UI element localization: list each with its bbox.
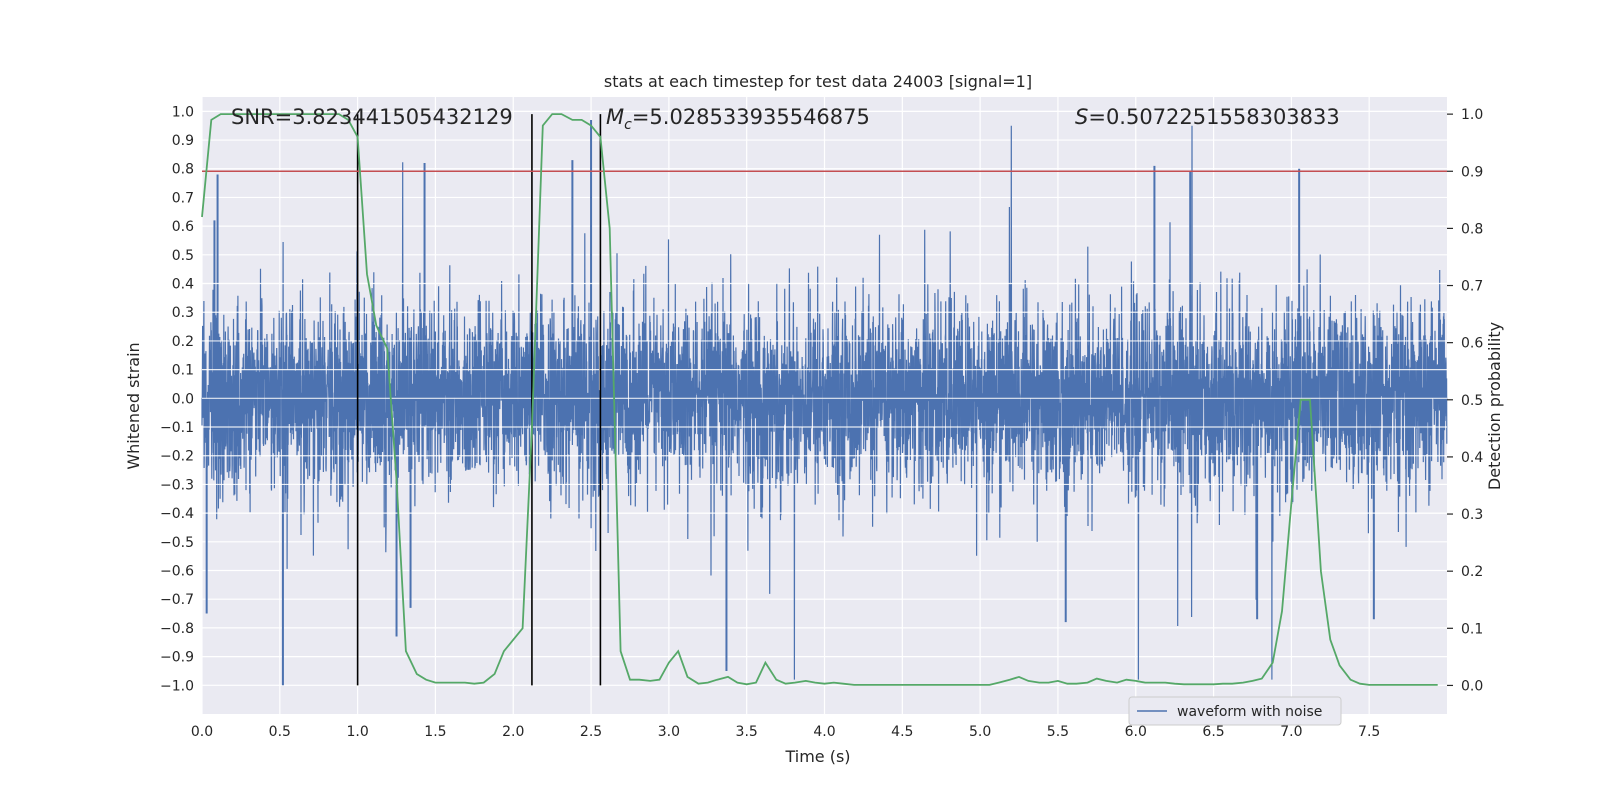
chirp-mass-annotation: Mc=5.028533935546875 <box>606 105 870 133</box>
left-axis: 1.0 0.9 0.8 0.7 0.6 0.5 0.4 0.3 0.2 0.1 0.0 −0.1 −0.… <box>160 104 194 694</box>
x-tick-label-5: 2.5 <box>580 724 602 740</box>
spin-value: =0.5072251558303833 <box>1088 105 1339 129</box>
left-tick-label-16: −0.6 <box>160 564 194 580</box>
left-tick-label-0: 1.0 <box>172 104 194 120</box>
right-tick-label-10: 0.0 <box>1461 678 1483 694</box>
right-tick-label-1: 0.9 <box>1461 164 1483 180</box>
x-tick-label-0: 0.0 <box>191 724 213 740</box>
left-tick-label-15: −0.5 <box>160 535 194 551</box>
left-tick-label-14: −0.4 <box>160 506 194 522</box>
left-tick-label-18: −0.8 <box>160 621 194 637</box>
x-tick-label-13: 6.5 <box>1202 724 1224 740</box>
chirp-mass-value: =5.028533935546875 <box>632 105 870 129</box>
probability-line <box>201 113 1438 686</box>
spin-annotation: S=0.5072251558303833 <box>1075 105 1340 129</box>
x-tick-label-8: 4.0 <box>813 724 835 740</box>
left-tick-label-7: 0.3 <box>172 305 194 321</box>
right-tick-label-2: 0.8 <box>1461 221 1483 237</box>
chirp-mass-symbol: M <box>606 105 624 129</box>
right-tick-label-5: 0.5 <box>1461 393 1483 409</box>
right-tick-label-6: 0.4 <box>1461 450 1483 466</box>
right-tick-label-0: 1.0 <box>1461 107 1483 123</box>
x-tick-label-1: 0.5 <box>269 724 291 740</box>
right-tick-label-7: 0.3 <box>1461 507 1483 523</box>
left-tick-label-3: 0.7 <box>172 190 194 206</box>
x-tick-label-7: 3.5 <box>736 724 758 740</box>
probability-layer <box>201 113 1447 686</box>
left-axis-title: Whitened strain <box>124 342 143 469</box>
x-tick-label-12: 6.0 <box>1125 724 1147 740</box>
strain-waveform <box>201 119 1448 686</box>
chart-title: stats at each timestep for test data 240… <box>604 72 1032 91</box>
x-tick-label-4: 2.0 <box>502 724 524 740</box>
x-axis: 0.0 0.5 1.0 1.5 2.0 2.5 3.0 3.5 4.0 4.5 5.0 5.5 6.0 6… <box>191 724 1380 740</box>
x-tick-label-11: 5.5 <box>1047 724 1069 740</box>
x-tick-label-15: 7.5 <box>1358 724 1380 740</box>
left-tick-label-20: −1.0 <box>160 678 194 694</box>
waveform-line <box>201 125 1448 680</box>
right-axis-title: Detection probability <box>1485 322 1504 490</box>
x-axis-title: Time (s) <box>784 747 850 766</box>
x-tick-label-9: 4.5 <box>891 724 913 740</box>
x-tick-label-2: 1.0 <box>346 724 368 740</box>
right-tick-label-9: 0.1 <box>1461 621 1483 637</box>
left-tick-label-12: −0.2 <box>160 449 194 465</box>
left-tick-label-6: 0.4 <box>172 277 194 293</box>
x-tick-label-6: 3.0 <box>658 724 680 740</box>
left-tick-label-4: 0.6 <box>172 219 194 235</box>
left-tick-label-8: 0.2 <box>172 334 194 350</box>
left-tick-label-1: 0.9 <box>172 133 194 149</box>
right-tick-label-8: 0.2 <box>1461 564 1483 580</box>
left-tick-label-13: −0.3 <box>160 477 194 493</box>
legend-box <box>1128 696 1342 726</box>
x-tick-label-3: 1.5 <box>424 724 446 740</box>
left-tick-label-17: −0.7 <box>160 592 194 608</box>
left-tick-label-10: 0.0 <box>172 391 194 407</box>
left-tick-label-5: 0.5 <box>172 248 194 264</box>
x-tick-label-14: 7.0 <box>1280 724 1302 740</box>
spin-symbol: S <box>1075 105 1088 129</box>
left-tick-label-2: 0.8 <box>172 162 194 178</box>
legend: waveform with noise <box>1128 696 1342 726</box>
right-tick-label-3: 0.7 <box>1461 279 1483 295</box>
right-axis: 1.0 0.9 0.8 0.7 0.6 0.5 0.4 0.3 0.2 0.1 0.0 <box>1447 107 1483 694</box>
left-tick-label-9: 0.1 <box>172 363 194 379</box>
chirp-mass-subscript: c <box>624 117 632 133</box>
x-tick-label-10: 5.0 <box>969 724 991 740</box>
snr-annotation: SNR=3.823441505432129 <box>231 105 513 129</box>
left-tick-label-19: −0.9 <box>160 650 194 666</box>
right-tick-label-4: 0.6 <box>1461 336 1483 352</box>
legend-label-waveform: waveform with noise <box>1177 704 1322 720</box>
left-tick-label-11: −0.1 <box>160 420 194 436</box>
